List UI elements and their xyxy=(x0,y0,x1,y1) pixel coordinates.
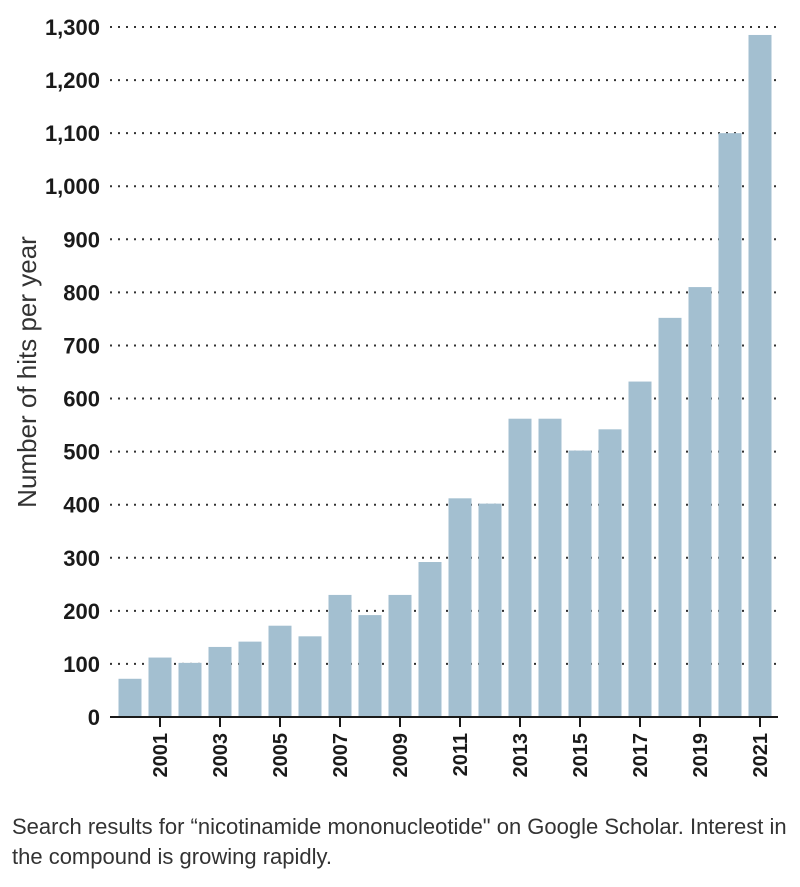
y-tick-label: 600 xyxy=(63,387,100,412)
x-tick-labels: 2001 2003 2005 2007 2009 2011 2013 2015 2017 2019… xyxy=(150,717,772,778)
bar-chart: 0 100 200 300 400 500 600 700 800 900 1,000 1,100 1,… xyxy=(12,15,778,778)
bar-2015 xyxy=(568,450,592,717)
bar-2010 xyxy=(418,562,442,717)
bar-2014 xyxy=(538,418,562,717)
y-tick-label: 1,200 xyxy=(45,68,100,93)
bars xyxy=(118,34,772,718)
y-tick-label: 1,100 xyxy=(45,121,100,146)
bar-2008 xyxy=(358,615,382,717)
bar-2021 xyxy=(748,34,772,717)
bar-2000 xyxy=(118,678,142,717)
bar-2016 xyxy=(598,429,622,717)
x-tick-label: 2003 xyxy=(210,733,232,778)
bar-2020 xyxy=(718,133,742,718)
x-tick-label: 2009 xyxy=(390,733,412,778)
y-tick-label: 900 xyxy=(63,227,100,252)
chart-caption: Search results for “nicotinamide mononuc… xyxy=(12,814,787,869)
y-tick-label: 700 xyxy=(63,333,100,358)
bar-2005 xyxy=(268,625,292,717)
y-tick-label: 300 xyxy=(63,546,100,571)
bar-2007 xyxy=(328,594,352,717)
x-tick-label: 2015 xyxy=(570,733,592,778)
y-tick-label: 800 xyxy=(63,280,100,305)
bar-2009 xyxy=(388,594,412,717)
x-tick-label: 2019 xyxy=(690,733,712,778)
bar-2013 xyxy=(508,418,532,717)
bar-2001 xyxy=(148,657,172,717)
y-tick-labels: 0 100 200 300 400 500 600 700 800 900 1,000 1,100 1,… xyxy=(45,15,100,730)
bar-2002 xyxy=(178,662,202,717)
y-tick-label: 1,000 xyxy=(45,174,100,199)
y-tick-label: 400 xyxy=(63,493,100,518)
bar-2017 xyxy=(628,381,652,717)
y-axis-label: Number of hits per year xyxy=(12,236,42,508)
x-tick-label: 2001 xyxy=(150,733,172,778)
y-tick-label: 500 xyxy=(63,440,100,465)
y-tick-label: 1,300 xyxy=(45,15,100,40)
y-tick-label: 100 xyxy=(63,652,100,677)
x-tick-label: 2021 xyxy=(750,733,772,778)
x-tick-label: 2007 xyxy=(330,733,352,778)
y-tick-label: 200 xyxy=(63,599,100,624)
bar-2011 xyxy=(448,498,472,717)
bar-2019 xyxy=(688,287,712,717)
bar-2012 xyxy=(478,503,502,717)
x-tick-label: 2011 xyxy=(450,733,472,776)
y-tick-label: 0 xyxy=(88,705,100,730)
bar-2003 xyxy=(208,646,232,717)
bar-2018 xyxy=(658,317,682,717)
x-tick-label: 2005 xyxy=(270,733,292,778)
bar-2006 xyxy=(298,636,322,717)
bar-2004 xyxy=(238,641,262,717)
x-tick-label: 2013 xyxy=(510,733,532,778)
x-tick-label: 2017 xyxy=(630,733,652,778)
